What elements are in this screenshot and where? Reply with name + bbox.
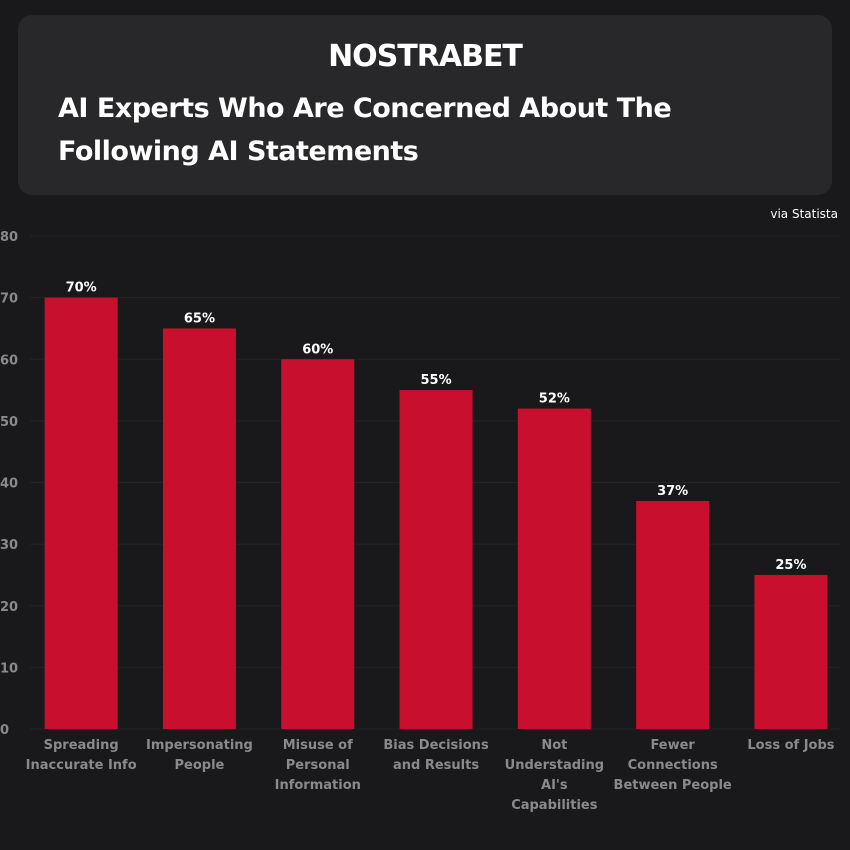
category-label: Personal bbox=[286, 758, 350, 773]
category-label: Fewer bbox=[650, 738, 695, 753]
y-tick-label: 40 bbox=[0, 477, 18, 492]
y-tick-label: 0 bbox=[0, 723, 9, 738]
value-label: 25% bbox=[775, 558, 806, 573]
value-label: 55% bbox=[420, 373, 451, 388]
y-tick-label: 70 bbox=[0, 292, 18, 307]
logo-text: NOSTRABET bbox=[328, 39, 523, 74]
bar bbox=[754, 574, 828, 729]
bar bbox=[281, 359, 355, 729]
category-label: Misuse of bbox=[283, 738, 353, 753]
y-tick-label: 20 bbox=[0, 600, 18, 615]
category-label: People bbox=[175, 758, 225, 773]
brand-logo: NOSTRABET bbox=[18, 39, 832, 74]
value-label: 52% bbox=[539, 392, 570, 407]
category-label: Information bbox=[275, 778, 361, 793]
category-label: Connections bbox=[628, 758, 718, 773]
bar bbox=[517, 408, 591, 729]
category-label: Between People bbox=[614, 778, 732, 793]
category-label: Bias Decisions bbox=[383, 738, 489, 753]
header-card: NOSTRABET AI Experts Who Are Concerned A… bbox=[18, 15, 832, 195]
category-label: and Results bbox=[393, 758, 479, 773]
bar bbox=[399, 390, 473, 729]
category-label: Spreading bbox=[44, 738, 119, 753]
source-label: via Statista bbox=[770, 207, 838, 221]
category-label: Inaccurate Info bbox=[26, 758, 137, 773]
category-label: Capabilities bbox=[511, 798, 598, 813]
category-label: AI's bbox=[541, 778, 568, 793]
bar bbox=[636, 500, 710, 729]
category-label: Impersonating bbox=[146, 738, 253, 753]
value-label: 65% bbox=[184, 311, 215, 326]
y-tick-label: 60 bbox=[0, 353, 18, 368]
value-label: 60% bbox=[302, 342, 333, 357]
category-label: Understading bbox=[505, 758, 604, 773]
chart-title: AI Experts Who Are Concerned About The F… bbox=[58, 93, 672, 167]
y-tick-label: 80 bbox=[0, 230, 18, 245]
category-label: Not bbox=[541, 738, 567, 753]
y-tick-label: 50 bbox=[0, 415, 18, 430]
bar bbox=[162, 328, 236, 729]
y-tick-label: 10 bbox=[0, 661, 18, 676]
y-tick-label: 30 bbox=[0, 538, 18, 553]
value-label: 70% bbox=[66, 281, 97, 296]
category-label: Loss of Jobs bbox=[747, 738, 834, 753]
value-label: 37% bbox=[657, 484, 688, 499]
bar bbox=[44, 297, 118, 729]
